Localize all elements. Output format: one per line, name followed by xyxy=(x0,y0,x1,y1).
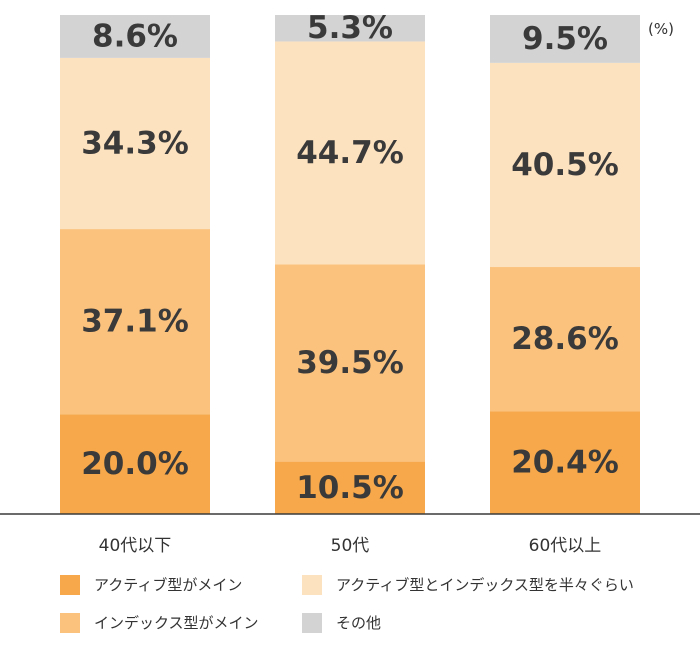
bar-segment-60s-over-half-half xyxy=(490,62,640,268)
data-label-50s-other: 5.3% xyxy=(307,10,393,46)
bar-segment-50s-active-main xyxy=(275,461,425,514)
legend-swatch xyxy=(60,574,80,595)
bar-segment-50s-other xyxy=(275,15,425,42)
unit-label: (%) xyxy=(648,20,674,38)
legend-item-other: その他 xyxy=(302,612,381,633)
data-label-60s-over-other: 9.5% xyxy=(522,21,608,57)
bar-segment-60s-over-index-main xyxy=(490,267,640,412)
bar-segment-60s-over-active-main xyxy=(490,411,640,514)
bars-group xyxy=(60,15,640,514)
data-label-60s-over-half-half: 40.5% xyxy=(511,147,619,183)
data-label-50s-half-half: 44.7% xyxy=(296,135,404,171)
legend-swatch xyxy=(302,574,322,595)
legend-swatch xyxy=(302,612,322,633)
category-labels-group: 40代以下 50代 60代以上 xyxy=(99,536,602,556)
data-label-40s-under-half-half: 34.3% xyxy=(81,125,189,161)
category-label-60s-over: 60代以上 xyxy=(529,536,602,556)
bar-segment-40s-under-index-main xyxy=(60,229,210,415)
stacked-bar-chart: 20.0% 37.1% 34.3% 8.6% 10.5% 39.5% 44.7% 5.3% 20… xyxy=(0,10,700,556)
data-label-40s-under-other: 8.6% xyxy=(92,18,178,54)
legend-label: アクティブ型とインデックス型を半々ぐらい xyxy=(336,576,634,594)
bar-segment-40s-under-other xyxy=(60,15,210,58)
legend-label: その他 xyxy=(336,614,382,632)
legend-swatch xyxy=(60,612,80,633)
data-label-40s-under-index-main: 37.1% xyxy=(81,304,189,340)
bar-segment-50s-index-main xyxy=(275,264,425,462)
bar-segment-40s-under-active-main xyxy=(60,414,210,514)
legend-item-index-main: インデックス型がメイン xyxy=(60,612,259,633)
legend-label: インデックス型がメイン xyxy=(94,614,259,632)
data-label-50s-active-main: 10.5% xyxy=(296,470,404,506)
bar-segment-50s-half-half xyxy=(275,41,425,265)
data-label-60s-over-active-main: 20.4% xyxy=(511,445,619,481)
category-label-40s-under: 40代以下 xyxy=(99,536,172,556)
data-label-60s-over-index-main: 28.6% xyxy=(511,321,619,357)
data-label-50s-index-main: 39.5% xyxy=(296,345,404,381)
legend-item-half-half: アクティブ型とインデックス型を半々ぐらい xyxy=(302,574,634,595)
segment-labels-group: 20.0% 37.1% 34.3% 8.6% 10.5% 39.5% 44.7% 5.3% 20… xyxy=(81,10,619,506)
data-label-40s-under-active-main: 20.0% xyxy=(81,446,189,482)
legend-label: アクティブ型がメイン xyxy=(94,576,243,594)
bar-segment-60s-over-other xyxy=(490,15,640,63)
bar-segment-40s-under-half-half xyxy=(60,57,210,230)
category-label-50s: 50代 xyxy=(331,536,370,556)
legend-item-active-main: アクティブ型がメイン xyxy=(60,574,242,595)
